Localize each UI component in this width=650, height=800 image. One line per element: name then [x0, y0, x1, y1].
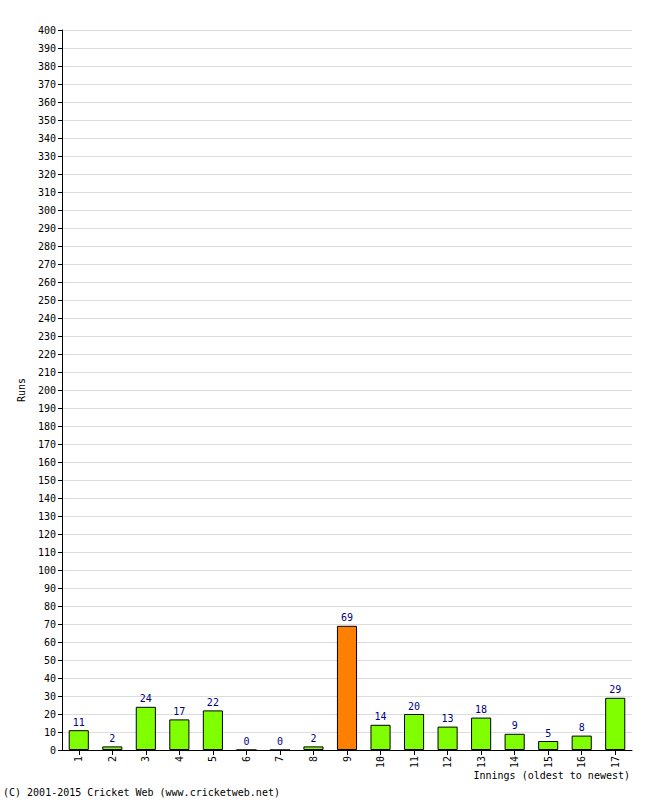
svg-text:100: 100 [38, 565, 56, 576]
svg-text:Runs: Runs [16, 378, 27, 402]
svg-text:1: 1 [73, 756, 84, 762]
svg-text:30: 30 [44, 691, 56, 702]
svg-text:17: 17 [610, 756, 621, 768]
svg-text:13: 13 [442, 713, 454, 724]
svg-text:200: 200 [38, 385, 56, 396]
svg-text:120: 120 [38, 529, 56, 540]
svg-text:5: 5 [545, 728, 551, 739]
svg-text:9: 9 [342, 756, 353, 762]
svg-text:10: 10 [375, 756, 386, 768]
svg-text:2: 2 [109, 733, 115, 744]
svg-text:18: 18 [475, 704, 487, 715]
svg-text:22: 22 [207, 697, 219, 708]
svg-text:13: 13 [476, 756, 487, 768]
svg-text:50: 50 [44, 655, 56, 666]
svg-text:330: 330 [38, 151, 56, 162]
svg-text:250: 250 [38, 295, 56, 306]
svg-text:8: 8 [308, 756, 319, 762]
svg-text:5: 5 [207, 756, 218, 762]
svg-text:12: 12 [442, 756, 453, 768]
svg-text:160: 160 [38, 457, 56, 468]
svg-text:230: 230 [38, 331, 56, 342]
svg-text:15: 15 [543, 756, 554, 768]
svg-text:0: 0 [243, 736, 249, 747]
svg-text:220: 220 [38, 349, 56, 360]
svg-text:16: 16 [576, 756, 587, 768]
svg-text:14: 14 [509, 756, 520, 768]
svg-text:6: 6 [241, 756, 252, 762]
svg-text:190: 190 [38, 403, 56, 414]
svg-text:29: 29 [609, 684, 621, 695]
svg-text:140: 140 [38, 493, 56, 504]
svg-text:240: 240 [38, 313, 56, 324]
svg-text:2: 2 [107, 756, 118, 762]
svg-text:11: 11 [409, 756, 420, 768]
svg-text:17: 17 [173, 706, 185, 717]
svg-text:Innings (oldest to newest): Innings (oldest to newest) [473, 770, 630, 781]
svg-text:24: 24 [140, 693, 152, 704]
svg-text:3: 3 [140, 756, 151, 762]
svg-text:9: 9 [512, 720, 518, 731]
svg-text:380: 380 [38, 61, 56, 72]
svg-text:0: 0 [50, 745, 56, 756]
svg-text:400: 400 [38, 25, 56, 36]
svg-text:360: 360 [38, 97, 56, 108]
svg-text:11: 11 [73, 717, 85, 728]
svg-text:350: 350 [38, 115, 56, 126]
svg-text:(C) 2001-2015 Cricket Web (www: (C) 2001-2015 Cricket Web (www.cricketwe… [3, 787, 280, 798]
svg-text:0: 0 [277, 736, 283, 747]
svg-text:270: 270 [38, 259, 56, 270]
svg-text:70: 70 [44, 619, 56, 630]
svg-text:7: 7 [274, 756, 285, 762]
svg-text:290: 290 [38, 223, 56, 234]
svg-text:90: 90 [44, 583, 56, 594]
svg-text:310: 310 [38, 187, 56, 198]
svg-text:390: 390 [38, 43, 56, 54]
svg-text:69: 69 [341, 612, 353, 623]
svg-text:80: 80 [44, 601, 56, 612]
svg-text:170: 170 [38, 439, 56, 450]
svg-text:370: 370 [38, 79, 56, 90]
svg-text:40: 40 [44, 673, 56, 684]
svg-text:340: 340 [38, 133, 56, 144]
svg-text:260: 260 [38, 277, 56, 288]
svg-text:14: 14 [375, 711, 387, 722]
svg-text:300: 300 [38, 205, 56, 216]
svg-text:320: 320 [38, 169, 56, 180]
svg-text:130: 130 [38, 511, 56, 522]
svg-text:10: 10 [44, 727, 56, 738]
svg-text:150: 150 [38, 475, 56, 486]
svg-text:4: 4 [174, 756, 185, 762]
svg-text:180: 180 [38, 421, 56, 432]
svg-text:210: 210 [38, 367, 56, 378]
svg-text:110: 110 [38, 547, 56, 558]
svg-text:280: 280 [38, 241, 56, 252]
svg-text:8: 8 [579, 722, 585, 733]
svg-text:60: 60 [44, 637, 56, 648]
svg-text:20: 20 [408, 701, 420, 712]
svg-text:20: 20 [44, 709, 56, 720]
svg-text:2: 2 [310, 733, 316, 744]
